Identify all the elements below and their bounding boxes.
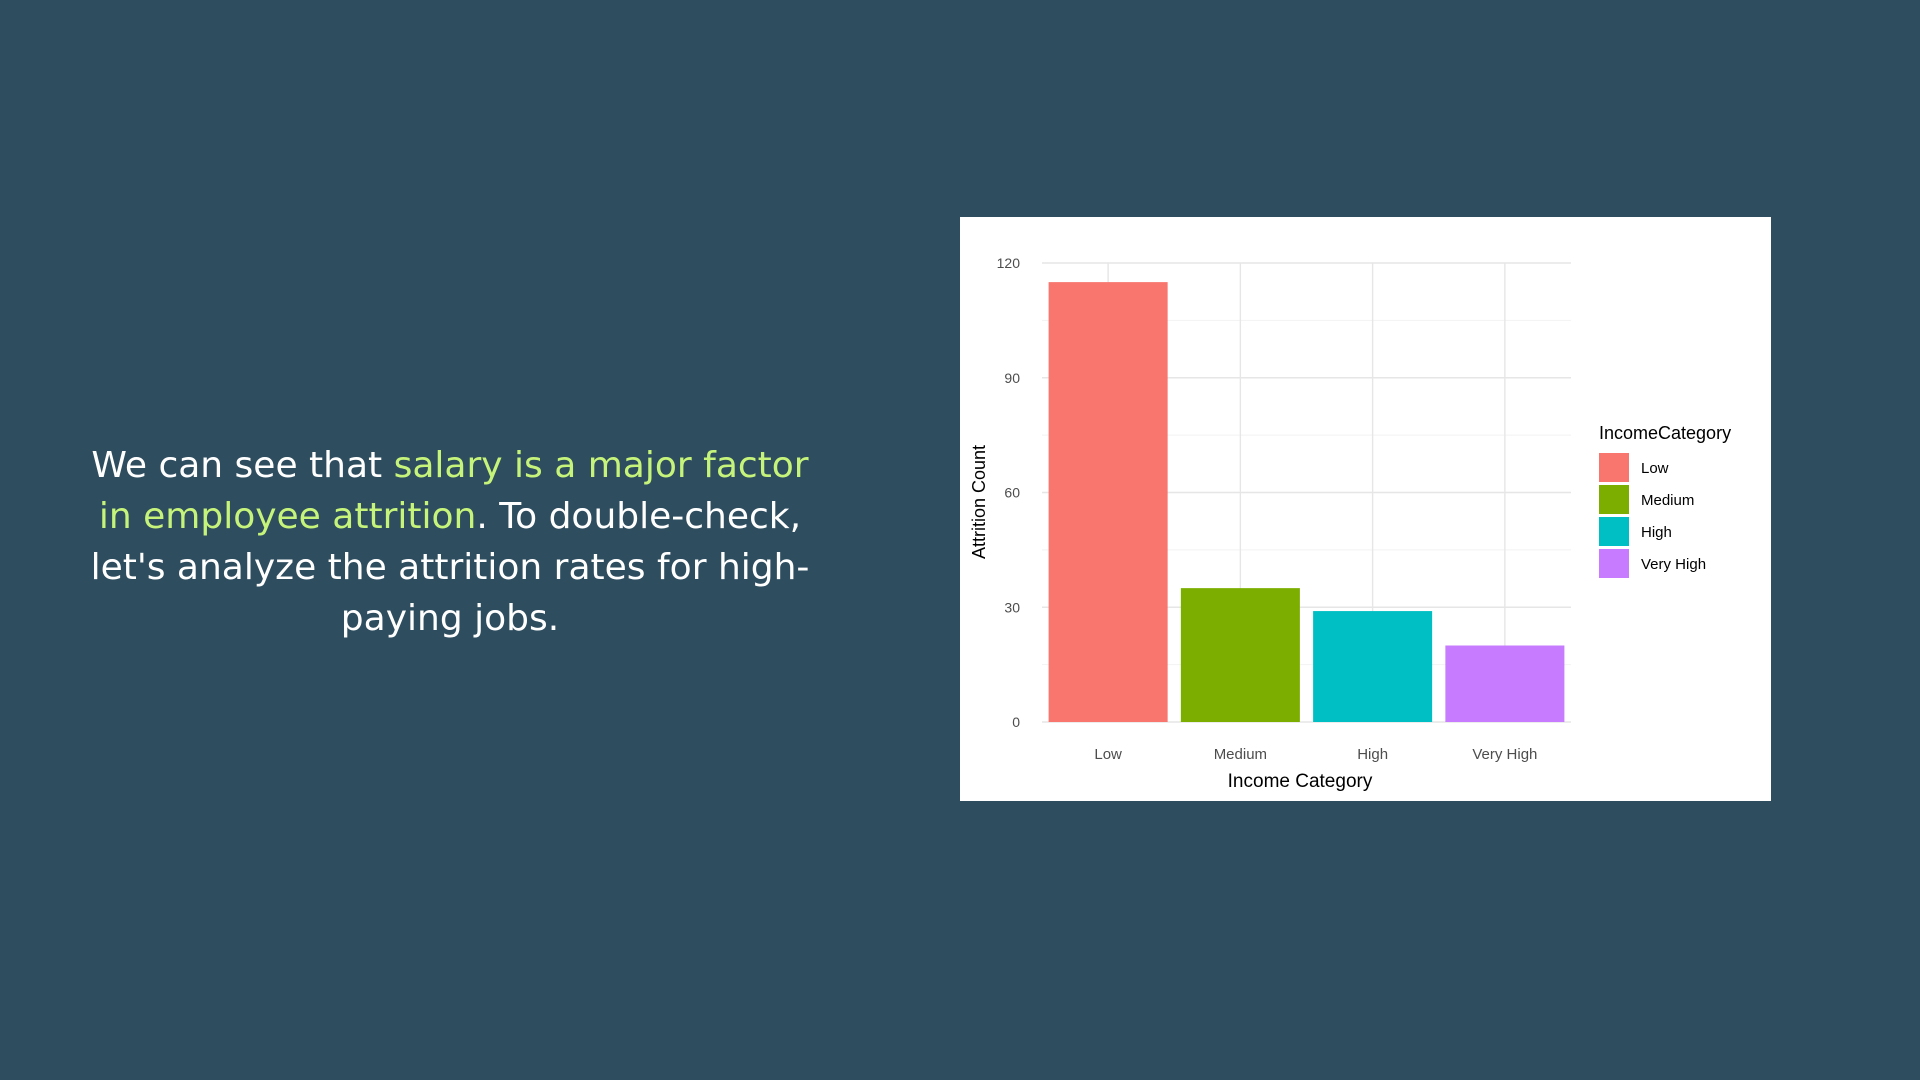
legend-swatch-very-high <box>1599 549 1629 578</box>
y-tick-label: 30 <box>1004 599 1020 615</box>
y-axis-label: Attrition Count <box>969 445 989 559</box>
y-tick-label: 60 <box>1004 485 1020 501</box>
x-tick-label: Medium <box>1214 746 1267 763</box>
legend-swatch-medium <box>1599 485 1629 514</box>
x-axis-label: Income Category <box>1228 771 1373 792</box>
legend-label: Low <box>1641 460 1669 477</box>
caption-highlight: salary is a major factor in employee att… <box>98 445 809 537</box>
legend-swatch-high <box>1599 517 1629 546</box>
bars <box>1048 282 1565 722</box>
bar-medium <box>1180 588 1300 722</box>
chart-card: 0 30 60 90 120 Low Medium High Very High Attrit… <box>960 217 1771 801</box>
legend-label: High <box>1641 524 1672 541</box>
caption-text: We can see that salary is a major factor… <box>70 440 830 644</box>
x-tick-label: Very High <box>1472 746 1537 763</box>
bar-high <box>1313 611 1433 722</box>
legend-label: Medium <box>1641 492 1694 509</box>
x-tick-label: Low <box>1094 746 1122 763</box>
legend-label: Very High <box>1641 556 1706 573</box>
y-tick-labels: 0 30 60 90 120 <box>997 255 1021 730</box>
y-tick-label: 0 <box>1012 714 1020 730</box>
caption-suffix: . To double-check, let's analyze the att… <box>90 496 810 639</box>
income-attrition-bar-chart: 0 30 60 90 120 Low Medium High Very High Attrit… <box>969 255 1731 792</box>
legend: IncomeCategory Low Medium High Very High <box>1599 423 1731 578</box>
bar-very-high <box>1445 645 1565 722</box>
caption-prefix: We can see that <box>91 445 394 486</box>
y-tick-label: 90 <box>1004 370 1020 386</box>
y-tick-label: 120 <box>997 255 1021 271</box>
x-tick-label: High <box>1357 746 1388 763</box>
legend-swatch-low <box>1599 453 1629 482</box>
x-tick-labels: Low Medium High Very High <box>1094 746 1537 763</box>
bar-low <box>1048 282 1168 722</box>
legend-title: IncomeCategory <box>1599 423 1731 443</box>
